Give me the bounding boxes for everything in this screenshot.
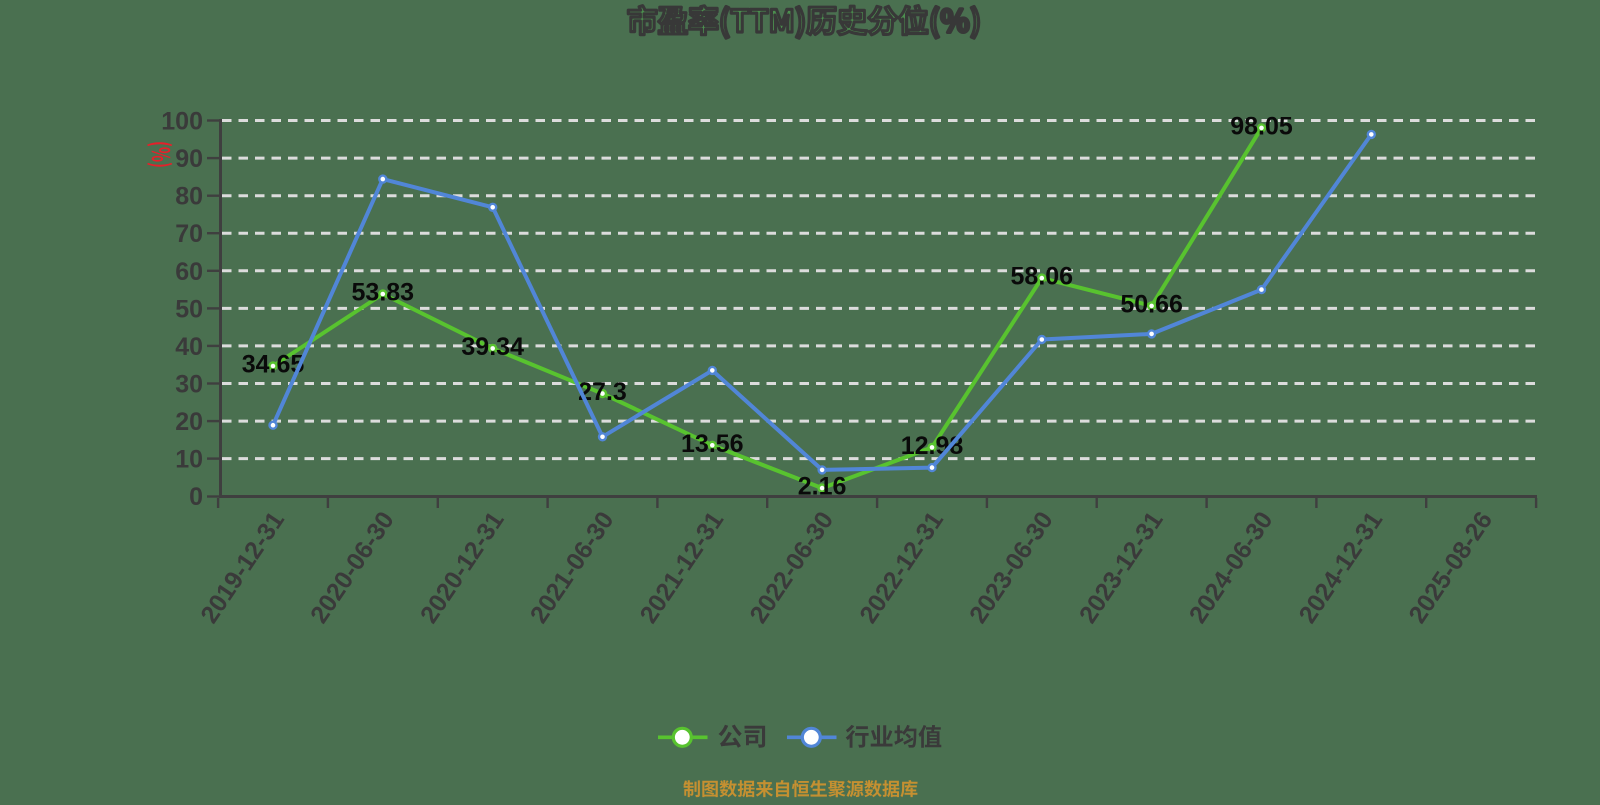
svg-text:20: 20 xyxy=(175,408,203,436)
svg-text:40: 40 xyxy=(175,333,203,361)
svg-text:60: 60 xyxy=(175,258,203,286)
svg-text:100: 100 xyxy=(161,108,203,136)
svg-text:0: 0 xyxy=(189,483,203,511)
svg-text:10: 10 xyxy=(175,446,203,474)
svg-text:90: 90 xyxy=(175,145,203,173)
svg-text:80: 80 xyxy=(175,183,203,211)
svg-text:12.98: 12.98 xyxy=(901,432,964,460)
svg-text:58.06: 58.06 xyxy=(1011,263,1074,291)
svg-text:70: 70 xyxy=(175,220,203,248)
svg-text:13.56: 13.56 xyxy=(681,430,744,458)
svg-text:39.34: 39.34 xyxy=(461,333,524,361)
svg-text:50.66: 50.66 xyxy=(1120,290,1183,318)
svg-text:2.16: 2.16 xyxy=(798,473,847,501)
svg-text:98.05: 98.05 xyxy=(1230,112,1293,140)
svg-text:50: 50 xyxy=(175,295,203,323)
svg-text:53.83: 53.83 xyxy=(352,279,415,307)
svg-text:30: 30 xyxy=(175,371,203,399)
